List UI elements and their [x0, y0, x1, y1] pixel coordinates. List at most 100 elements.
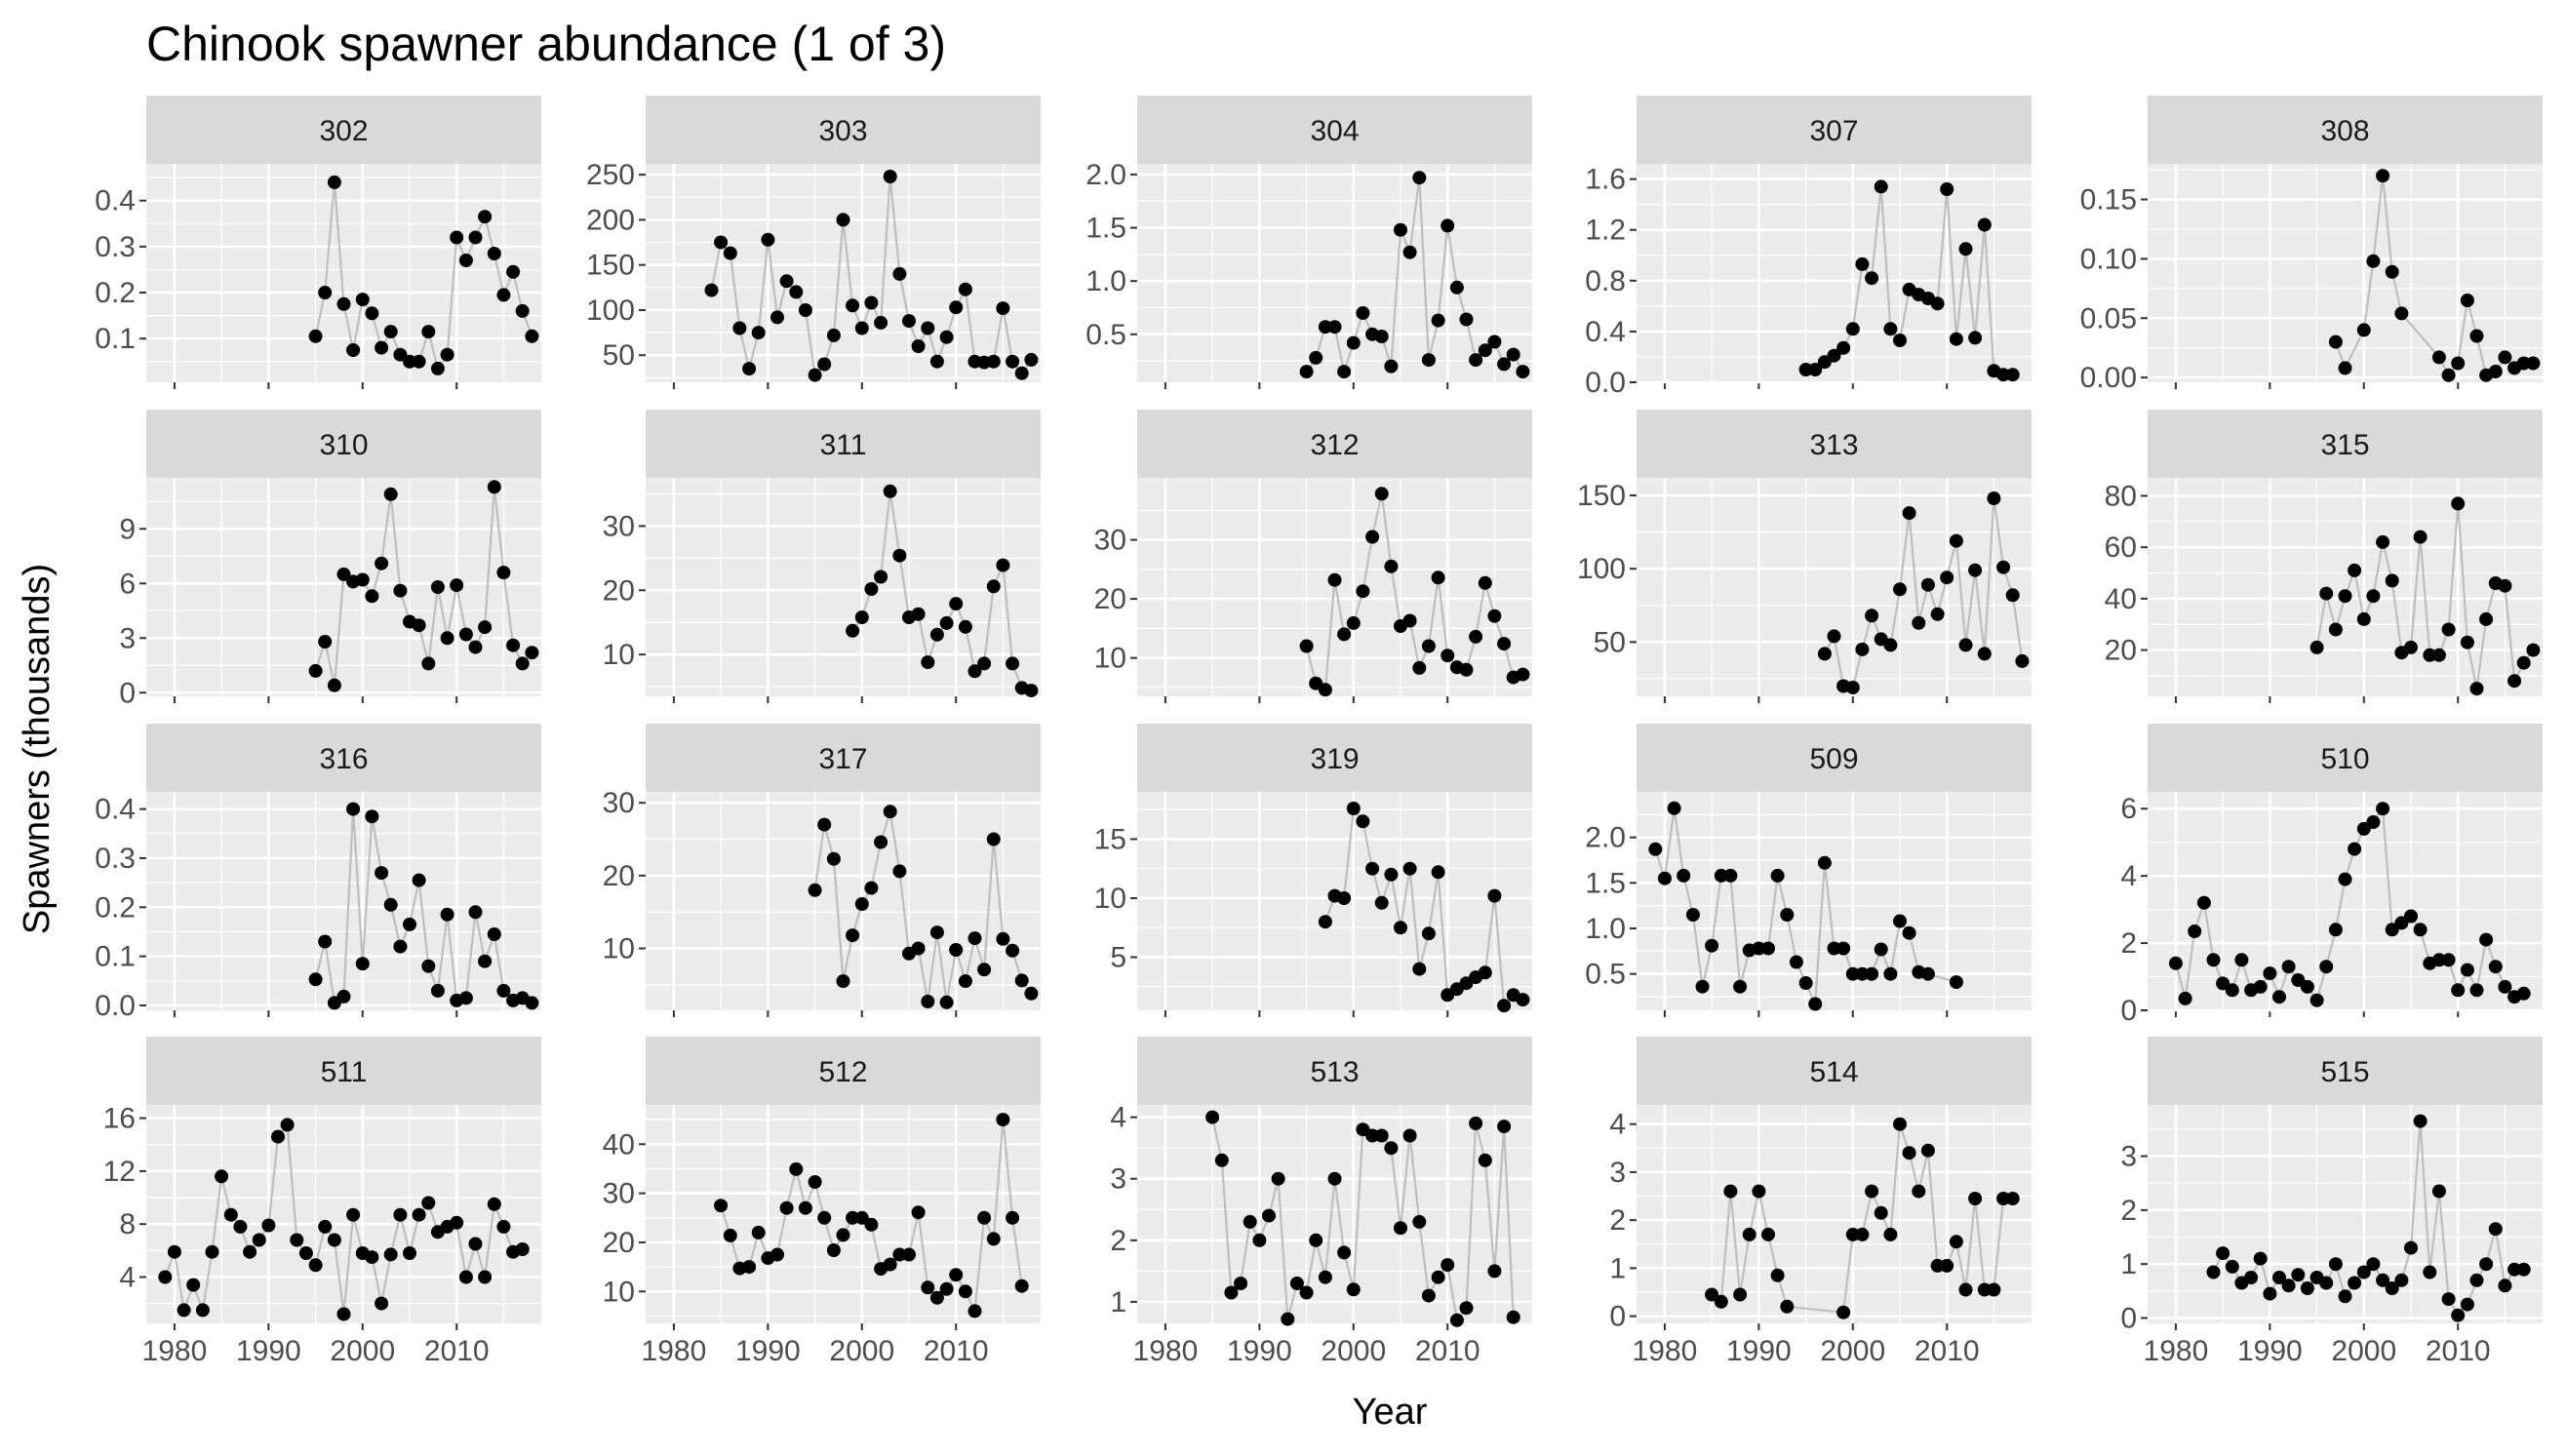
data-point	[2366, 589, 2381, 604]
data-point	[2451, 356, 2466, 371]
x-tick-label: 1980	[142, 1335, 208, 1367]
data-point	[2225, 1259, 2239, 1274]
data-point	[1024, 684, 1039, 698]
data-point	[2244, 1271, 2259, 1284]
data-point	[2188, 925, 2202, 938]
data-point	[2348, 1276, 2362, 1290]
data-point	[846, 1210, 860, 1225]
x-tick-label: 1980	[1133, 1335, 1199, 1367]
facet-strip-label: 513	[1310, 1056, 1359, 1088]
data-point	[440, 631, 454, 646]
data-point	[846, 298, 860, 313]
data-point	[929, 354, 944, 369]
data-point	[1337, 365, 1352, 379]
data-point	[958, 619, 972, 634]
facet-strip-label: 316	[319, 743, 368, 775]
data-point	[883, 1257, 897, 1272]
data-point	[949, 943, 964, 957]
y-tick-label: 1.5	[1086, 213, 1126, 245]
y-tick-label: 0.0	[95, 990, 136, 1022]
data-point	[1309, 1233, 1323, 1247]
data-point	[1014, 366, 1029, 380]
data-point	[967, 931, 982, 946]
data-point	[958, 282, 972, 296]
y-tick-label: 10	[1094, 643, 1126, 675]
y-tick-label: 0.5	[1086, 319, 1126, 351]
data-point	[2469, 682, 2484, 696]
data-point	[2498, 350, 2512, 365]
data-point	[1723, 1184, 1738, 1199]
data-point	[308, 329, 323, 343]
data-point	[2376, 802, 2390, 816]
y-tick-label: 40	[603, 1128, 635, 1161]
data-point	[308, 972, 323, 987]
data-point	[487, 1197, 501, 1211]
data-point	[318, 1219, 333, 1234]
data-point	[2319, 586, 2334, 601]
panel-background	[2148, 792, 2543, 1010]
data-point	[826, 851, 841, 866]
data-point	[1224, 1285, 1239, 1300]
data-point	[911, 941, 926, 956]
x-tick-label: 2000	[330, 1335, 395, 1367]
data-point	[468, 905, 483, 920]
data-point	[2516, 356, 2531, 371]
data-point	[2206, 953, 2221, 967]
data-point	[2498, 1279, 2512, 1293]
facet-strip	[2148, 1037, 2543, 1105]
data-point	[515, 303, 530, 318]
facet-strip	[1137, 724, 1532, 792]
facet-panel: 509 0.5 1.0 1.5 2.0	[1585, 724, 2032, 1017]
data-point	[1384, 359, 1399, 374]
data-point	[977, 1210, 992, 1225]
y-tick-label: 2.0	[1086, 159, 1126, 191]
data-point	[1667, 801, 1681, 815]
data-point	[1421, 353, 1436, 368]
data-point	[421, 656, 436, 671]
data-point	[996, 1113, 1010, 1127]
y-tick-label: 16	[103, 1103, 136, 1135]
panel-background	[1137, 164, 1532, 382]
y-tick-label: 40	[2105, 583, 2137, 615]
data-point	[2451, 1308, 2466, 1322]
data-point	[1318, 1270, 1332, 1284]
data-point	[478, 620, 493, 635]
y-tick-label: 1	[2120, 1248, 2137, 1280]
y-tick-label: 20	[1094, 583, 1126, 615]
y-tick-label: 2.0	[1585, 822, 1626, 854]
data-point	[2441, 368, 2456, 382]
data-point	[308, 1258, 323, 1273]
y-tick-label: 30	[603, 1178, 635, 1210]
data-point	[2356, 323, 2371, 337]
data-point	[2498, 578, 2512, 593]
data-point	[1478, 965, 1492, 980]
data-point	[921, 995, 935, 1008]
data-point	[1827, 348, 1841, 363]
data-point	[1309, 350, 1323, 365]
data-point	[1761, 1227, 1775, 1241]
data-point	[2300, 1281, 2314, 1295]
facet-strip-label: 308	[2320, 115, 2369, 147]
data-point	[1459, 1301, 1474, 1316]
data-point	[742, 362, 757, 376]
data-point	[421, 959, 436, 973]
data-point	[2291, 1268, 2306, 1282]
facet-strip	[646, 410, 1041, 478]
data-point	[1449, 280, 1464, 295]
facet-strip	[1137, 410, 1532, 478]
data-point	[1958, 638, 1973, 652]
data-point	[1855, 966, 1870, 981]
x-tick-label: 1980	[1633, 1335, 1698, 1367]
facet-panel: 315 20 40 60 80	[2105, 410, 2543, 703]
data-point	[1384, 867, 1399, 882]
data-point	[458, 254, 473, 267]
data-point	[1874, 1205, 1888, 1220]
data-point	[1865, 271, 1879, 286]
data-point	[1497, 357, 1512, 372]
x-tick-label: 2010	[424, 1335, 490, 1367]
y-tick-label: 0	[2120, 995, 2137, 1027]
data-point	[2253, 979, 2268, 994]
data-point	[1394, 921, 1407, 935]
y-tick-label: 0.8	[1585, 265, 1626, 297]
y-tick-label: 2	[2120, 927, 2137, 960]
